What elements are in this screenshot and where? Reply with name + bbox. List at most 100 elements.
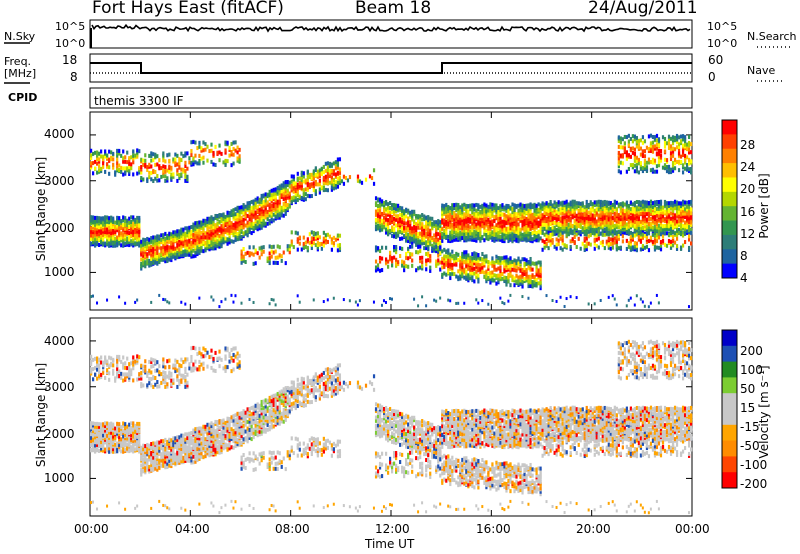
- power-echo-cell: [94, 166, 97, 171]
- power-echo-cell: [549, 216, 552, 221]
- power-echo-cell: [138, 170, 141, 175]
- power-echo-cell: [386, 259, 390, 264]
- power-echo-cell: [639, 203, 643, 208]
- power-echo-cell: [635, 217, 639, 222]
- power-echo-cell: [653, 144, 657, 149]
- power-echo-cell: [609, 216, 612, 221]
- power-echo-cell: [433, 245, 436, 250]
- power-echo-cell: [132, 234, 135, 239]
- power-echo-cell: [182, 167, 185, 172]
- power-echo-cell: [653, 169, 657, 174]
- power-echo-cell: [258, 218, 261, 223]
- power-echo-cell: [669, 225, 673, 230]
- power-echo-cell: [200, 222, 203, 227]
- power-echo-cell: [631, 150, 634, 155]
- power-echo-cell: [647, 147, 651, 152]
- power-echo-cell: [230, 239, 233, 244]
- power-echo-cell: [483, 213, 486, 218]
- power-echo-cell: [645, 235, 649, 240]
- power-echo-cell: [653, 224, 657, 229]
- power-echo-cell: [386, 202, 390, 207]
- power-echo-cell: [234, 140, 237, 145]
- power-echo-cell: [124, 222, 127, 227]
- power-echo-cell: [459, 220, 462, 225]
- power-echo-cell: [178, 234, 181, 239]
- power-echo-cell: [218, 213, 221, 218]
- power-echo-cell: [639, 232, 643, 237]
- power-echo-cell: [471, 274, 474, 279]
- power-echo-cell: [499, 269, 502, 274]
- power-echo-cell: [625, 150, 628, 155]
- power-near-range-cell: [633, 303, 636, 307]
- power-echo-cell: [483, 270, 486, 275]
- power-echo-cell: [453, 272, 456, 277]
- power-echo-cell: [517, 261, 520, 266]
- power-echo-cell: [557, 242, 560, 247]
- power-echo-cell: [236, 231, 239, 236]
- power-echo-cell: [156, 154, 159, 159]
- power-echo-cell: [651, 140, 655, 145]
- power-echo-cell: [435, 261, 438, 266]
- power-echo-cell: [218, 143, 221, 148]
- power-echo-cell: [429, 216, 432, 221]
- power-echo-cell: [541, 230, 544, 235]
- power-echo-cell: [535, 267, 538, 272]
- power-echo-cell: [108, 229, 111, 234]
- freq-trace: [90, 62, 692, 74]
- power-echo-cell: [198, 250, 201, 255]
- power-echo-cell: [655, 213, 659, 218]
- power-echo-cell: [100, 169, 103, 174]
- power-echo-cell: [569, 224, 572, 229]
- power-echo-cell: [284, 183, 287, 188]
- power-echo-cell: [525, 224, 528, 229]
- power-echo-cell: [338, 246, 342, 251]
- power-echo-cell: [322, 243, 325, 248]
- power-echo-cell: [314, 191, 317, 196]
- power-echo-cell: [252, 245, 255, 250]
- power-echo-cell: [232, 146, 235, 151]
- power-echo-cell: [246, 250, 249, 255]
- power-echo-cell: [625, 153, 628, 158]
- power-echo-cell: [92, 230, 95, 235]
- power-echo-cell: [611, 209, 614, 214]
- power-echo-cell: [629, 136, 632, 141]
- power-echo-cell: [441, 203, 444, 208]
- power-echo-cell: [162, 233, 165, 238]
- power-echo-cell: [391, 225, 394, 230]
- power-echo-cell: [278, 195, 281, 200]
- power-echo-cell: [439, 251, 442, 256]
- power-echo-cell: [607, 232, 610, 237]
- power-echo-cell: [469, 207, 472, 212]
- power-echo-cell: [621, 219, 624, 224]
- power-echo-cell: [465, 203, 468, 208]
- power-echo-cell: [603, 202, 606, 207]
- power-echo-cell: [649, 203, 653, 208]
- power-echo-cell: [344, 176, 348, 181]
- power-echo-cell: [585, 244, 588, 249]
- power-echo-cell: [190, 140, 193, 145]
- power-echo-cell: [551, 232, 554, 237]
- power-echo-cell: [306, 237, 309, 242]
- power-echo-cell: [465, 271, 468, 276]
- power-echo-cell: [256, 199, 259, 204]
- power-echo-cell: [184, 248, 187, 253]
- power-echo-cell: [172, 237, 175, 242]
- power-echo-cell: [138, 223, 141, 228]
- power-echo-cell: [180, 246, 183, 251]
- power-echo-cell: [487, 234, 490, 239]
- power-echo-cell: [559, 218, 562, 223]
- power-echo-cell: [665, 141, 669, 146]
- power-echo-cell: [419, 216, 422, 221]
- power-echo-cell: [218, 150, 221, 155]
- power-echo-cell: [659, 201, 663, 206]
- power-echo-cell: [547, 217, 550, 222]
- power-echo-cell: [274, 197, 277, 202]
- power-echo-cell: [162, 158, 165, 163]
- power-echo-cell: [467, 256, 470, 261]
- power-echo-cell: [515, 268, 518, 273]
- power-echo-cell: [132, 225, 135, 230]
- power-echo-cell: [230, 152, 233, 157]
- power-echo-cell: [386, 205, 390, 210]
- power-echo-cell: [515, 279, 518, 284]
- power-echo-cell: [130, 215, 133, 220]
